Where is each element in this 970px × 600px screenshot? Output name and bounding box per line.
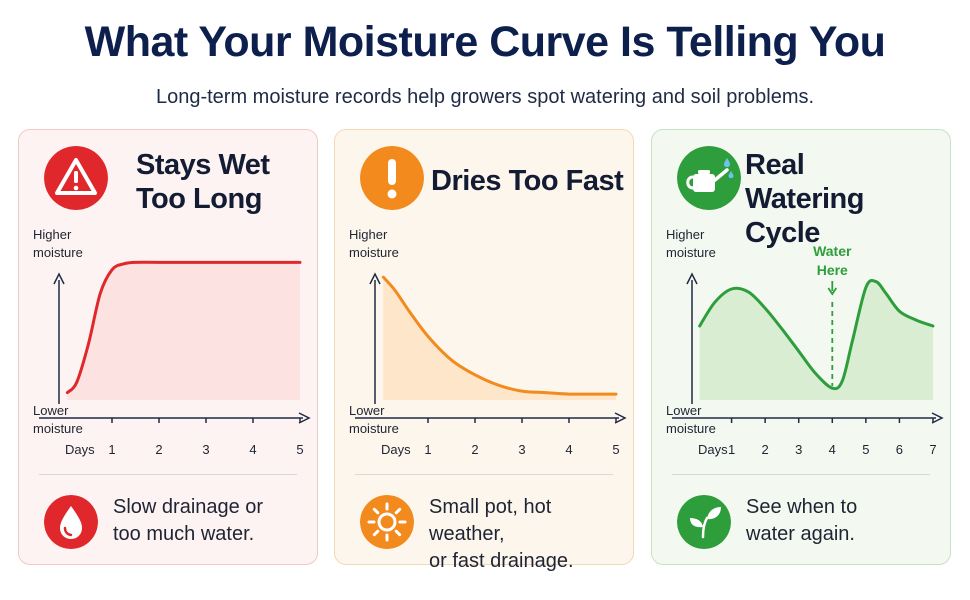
x-tick-label: 1 bbox=[728, 442, 735, 457]
card-dries-fast: Dries Too Fast Higher moisture Lower moistu… bbox=[334, 129, 634, 572]
series-area bbox=[383, 277, 616, 400]
card-title: Dries Too Fast bbox=[431, 164, 626, 198]
x-tick-label: 1 bbox=[424, 442, 431, 457]
footer-line1: Small pot, hot weather, bbox=[429, 496, 552, 545]
footer-line2: too much water. bbox=[113, 523, 255, 545]
footer-line2: or fast drainage. bbox=[429, 550, 574, 572]
y-label-top: Higher bbox=[349, 227, 388, 242]
x-tick-label: 6 bbox=[896, 442, 903, 457]
x-axis-label: Days bbox=[381, 442, 411, 457]
x-tick-label: 4 bbox=[249, 442, 256, 457]
x-axis-arrow bbox=[931, 412, 944, 424]
x-tick-label: 3 bbox=[202, 442, 209, 457]
water-drop-icon bbox=[44, 495, 98, 549]
y-axis-arrow bbox=[369, 272, 381, 285]
footer-line2: water again. bbox=[746, 523, 855, 545]
card-title: Real Watering Cycle bbox=[745, 148, 920, 250]
x-tick-label: 5 bbox=[862, 442, 869, 457]
x-tick-label: 5 bbox=[296, 442, 303, 457]
card-title: Stays Wet Too Long bbox=[136, 148, 311, 216]
x-tick-label: 7 bbox=[929, 442, 936, 457]
y-label-bottom: moisture bbox=[666, 421, 716, 436]
y-axis-arrow bbox=[686, 272, 698, 285]
y-label-bottom: Lower bbox=[33, 403, 69, 418]
exclamation-icon bbox=[360, 146, 424, 210]
annotation-label: Here bbox=[817, 262, 848, 278]
watering-can-icon bbox=[677, 146, 741, 210]
series-line bbox=[65, 260, 302, 395]
card-title-line2: Cycle bbox=[745, 217, 820, 249]
x-axis-label: Days bbox=[65, 442, 95, 457]
card-footer-text: Small pot, hot weather, or fast drainage… bbox=[429, 494, 629, 575]
x-axis-label: Days bbox=[698, 442, 728, 457]
leaf-sprout-icon bbox=[677, 495, 731, 549]
y-label-bottom: moisture bbox=[33, 421, 83, 436]
y-axis-arrow bbox=[53, 272, 65, 285]
x-tick-label: 2 bbox=[155, 442, 162, 457]
x-tick-label: 3 bbox=[795, 442, 802, 457]
chart-watering-cycle: Higher moisture Lower moisture Days 1 2 3 4 5 6 7 Wa… bbox=[666, 227, 944, 457]
page-subtitle: Long-term moisture records help growers … bbox=[155, 86, 815, 108]
x-tick-label: 2 bbox=[762, 442, 769, 457]
x-tick-label: 5 bbox=[612, 442, 619, 457]
y-label-bottom: Lower bbox=[349, 403, 385, 418]
y-label-top: Higher bbox=[666, 227, 705, 242]
divider bbox=[672, 474, 930, 475]
sun-icon bbox=[360, 495, 414, 549]
annotation-arrowhead bbox=[827, 287, 838, 296]
x-axis-arrow bbox=[298, 412, 311, 424]
y-label-top: moisture bbox=[666, 245, 716, 260]
chart-dries-fast: Higher moisture Lower moisture Days 1 2 3 4 5 bbox=[349, 227, 627, 457]
footer-line1: Slow drainage or bbox=[113, 496, 264, 518]
x-tick-label: 1 bbox=[108, 442, 115, 457]
y-label-bottom: moisture bbox=[349, 421, 399, 436]
card-stays-wet: Stays Wet Too Long Higher moisture Lower mo… bbox=[18, 129, 318, 565]
card-title-line1: Real Watering bbox=[745, 149, 864, 215]
card-title-line1: Dries Too Fast bbox=[431, 165, 624, 197]
card-footer-text: See when to water again. bbox=[746, 494, 946, 548]
card-title-line2: Too Long bbox=[136, 183, 262, 215]
x-tick-label: 3 bbox=[518, 442, 525, 457]
y-label-bottom: Lower bbox=[666, 403, 702, 418]
y-label-top: moisture bbox=[33, 245, 83, 260]
page-title: What Your Moisture Curve Is Telling You bbox=[84, 18, 886, 66]
series-line bbox=[698, 278, 935, 391]
series-line bbox=[381, 275, 618, 396]
card-title-line1: Stays Wet bbox=[136, 149, 270, 181]
warning-triangle-icon bbox=[44, 146, 108, 210]
y-label-top: Higher bbox=[33, 227, 72, 242]
divider bbox=[39, 474, 297, 475]
divider bbox=[355, 474, 613, 475]
series-area bbox=[67, 262, 300, 400]
y-label-top: moisture bbox=[349, 245, 399, 260]
footer-line1: See when to bbox=[746, 496, 858, 518]
chart-stays-wet: Higher moisture Lower moisture Days 1 2 3 4 5 bbox=[33, 227, 311, 457]
annotation-label: Water bbox=[813, 243, 852, 259]
card-watering-cycle: Real Watering Cycle Higher moisture Lower m… bbox=[651, 129, 951, 565]
x-tick-label: 4 bbox=[565, 442, 572, 457]
x-tick-label: 4 bbox=[829, 442, 836, 457]
x-axis-arrow bbox=[614, 412, 627, 424]
x-tick-label: 2 bbox=[471, 442, 478, 457]
card-footer-text: Slow drainage or too much water. bbox=[113, 494, 313, 548]
series-area bbox=[699, 280, 933, 400]
